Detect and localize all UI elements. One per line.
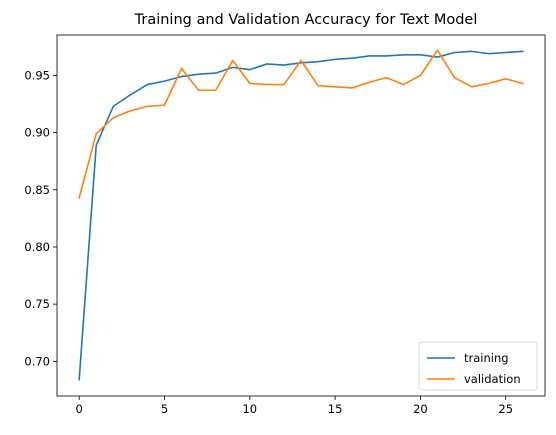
y-tick-label: 0.80 — [24, 240, 50, 254]
x-tick-label: 25 — [498, 402, 513, 416]
chart-title: Training and Validation Accuracy for Tex… — [134, 12, 478, 28]
x-tick-label: 0 — [76, 402, 83, 416]
x-tick-label: 10 — [242, 402, 257, 416]
legend: training validation — [418, 341, 538, 391]
y-tick-label: 0.95 — [24, 68, 50, 82]
x-axis: 0 5 10 15 20 25 — [76, 396, 513, 416]
x-tick-label: 20 — [413, 402, 428, 416]
y-axis: 0.70 0.75 0.80 0.85 0.90 0.95 — [24, 68, 57, 368]
legend-label-validation: validation — [464, 372, 521, 386]
y-tick-label: 0.70 — [24, 354, 50, 368]
y-tick-label: 0.90 — [24, 126, 50, 140]
series-line-training — [78, 50, 524, 381]
x-tick-label: 15 — [328, 402, 343, 416]
y-tick-label: 0.85 — [24, 183, 50, 197]
legend-box — [418, 341, 538, 391]
series-line-validation — [78, 49, 524, 199]
plot-frame — [56, 34, 546, 397]
y-tick-label: 0.75 — [24, 297, 50, 311]
series-layer — [78, 49, 524, 381]
x-tick-label: 5 — [161, 402, 168, 416]
legend-label-training: training — [464, 351, 509, 365]
